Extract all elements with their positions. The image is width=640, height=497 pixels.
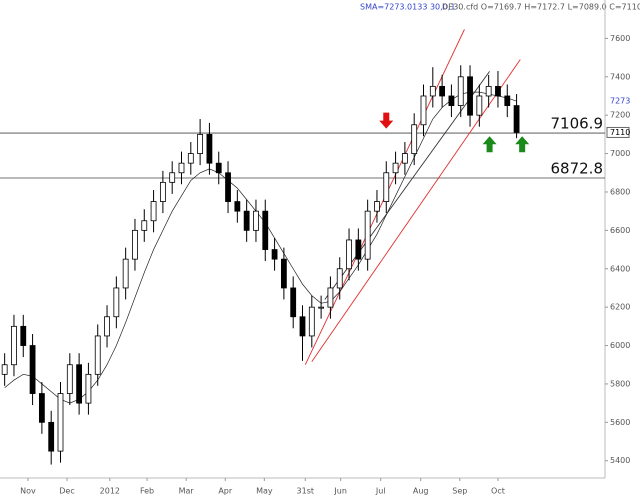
candle-body bbox=[20, 325, 27, 346]
x-tick-label: Nov bbox=[20, 487, 36, 496]
candle-body bbox=[1, 364, 8, 375]
level-label: 7106.9 bbox=[551, 115, 604, 133]
candle-body bbox=[253, 210, 259, 231]
chart-title: DE30.cfd O=7169.7 H=7172.7 L=7089.0 C=71… bbox=[442, 3, 640, 12]
candle-body bbox=[364, 210, 371, 260]
candle-body bbox=[280, 258, 287, 289]
candle-body bbox=[234, 201, 241, 212]
y-tick-label: 5800 bbox=[610, 379, 630, 388]
candle-body bbox=[411, 124, 418, 154]
candle-body bbox=[439, 85, 446, 97]
candle-body bbox=[290, 287, 297, 318]
candle-body bbox=[374, 201, 380, 212]
candle-body bbox=[187, 153, 194, 164]
candle-body bbox=[57, 393, 64, 452]
candle-body bbox=[308, 306, 315, 337]
candle-body bbox=[132, 229, 138, 260]
x-tick-label: Jul bbox=[375, 487, 386, 496]
candle-body bbox=[495, 85, 501, 97]
candle-body bbox=[429, 85, 436, 97]
y-tick-label: 5600 bbox=[610, 418, 630, 427]
candle-body bbox=[262, 210, 269, 250]
arrow bbox=[482, 136, 497, 153]
candle-body bbox=[85, 373, 92, 404]
trendline bbox=[324, 71, 490, 300]
x-tick-label: May bbox=[256, 487, 273, 496]
candle-body bbox=[159, 181, 166, 202]
price-marker-box bbox=[606, 126, 630, 138]
candle-body bbox=[420, 95, 427, 126]
y-tick-label: 6200 bbox=[610, 303, 630, 312]
candle-body bbox=[299, 316, 306, 337]
candle-body bbox=[225, 172, 231, 202]
trendline bbox=[311, 59, 521, 362]
sma-marker: 7273 bbox=[610, 97, 630, 106]
candle-body bbox=[122, 258, 129, 289]
candle-body bbox=[513, 105, 520, 133]
x-tick-label: Feb bbox=[140, 487, 154, 496]
candle-body bbox=[243, 210, 250, 231]
candle-body bbox=[150, 201, 157, 222]
y-tick-label: 7200 bbox=[610, 111, 630, 120]
candle-body bbox=[197, 133, 204, 154]
candle-body bbox=[38, 393, 45, 423]
x-tick-label: Apr bbox=[218, 487, 233, 496]
y-tick-label: 7000 bbox=[610, 149, 630, 158]
indicator-label: SMA=7273.0133 30,0,1 bbox=[360, 3, 455, 12]
candle-body bbox=[327, 287, 334, 308]
candle-body bbox=[485, 85, 492, 97]
candle-body bbox=[66, 364, 73, 394]
x-tick-label: Mar bbox=[179, 487, 195, 496]
y-tick-label: 6600 bbox=[610, 226, 630, 235]
y-tick-label: 6400 bbox=[610, 264, 630, 273]
arrow bbox=[379, 112, 394, 129]
x-tick-label: Jun bbox=[333, 487, 347, 496]
y-tick-label: 7400 bbox=[610, 72, 630, 81]
candle-body bbox=[467, 76, 473, 116]
x-tick-label: Sep bbox=[452, 487, 467, 496]
x-tick-label: 31st bbox=[297, 487, 314, 496]
candle-body bbox=[29, 345, 36, 394]
y-tick-label: 7600 bbox=[610, 34, 630, 43]
candle-body bbox=[94, 335, 101, 375]
candle-body bbox=[401, 153, 408, 164]
candle-body bbox=[169, 172, 176, 183]
candle-body bbox=[504, 95, 511, 106]
candle-body bbox=[215, 162, 222, 174]
candle-body bbox=[336, 268, 343, 289]
candle-body bbox=[392, 162, 399, 174]
x-tick-label: Oct bbox=[491, 487, 505, 496]
x-tick-label: Dec bbox=[59, 487, 74, 496]
candle-body bbox=[448, 95, 455, 106]
candle-body bbox=[178, 162, 185, 174]
candle-body bbox=[113, 287, 120, 318]
candle-body bbox=[206, 133, 213, 164]
x-tick-label: 2012 bbox=[100, 487, 120, 496]
candle-body bbox=[76, 364, 83, 404]
candle-body bbox=[48, 421, 55, 452]
candle-body bbox=[11, 325, 17, 366]
candle-body bbox=[318, 306, 325, 309]
y-tick-label: 5400 bbox=[610, 456, 630, 465]
candle-body bbox=[457, 76, 464, 106]
level-label: 6872.8 bbox=[551, 159, 604, 177]
candle-body bbox=[346, 239, 352, 270]
candle-body bbox=[355, 239, 362, 260]
candle-body bbox=[141, 220, 148, 231]
x-tick-label: Aug bbox=[413, 487, 429, 496]
price-marker: 7110 bbox=[610, 128, 630, 137]
candle-body bbox=[383, 172, 390, 202]
y-tick-label: 6800 bbox=[610, 187, 630, 196]
sma-line bbox=[4, 91, 517, 404]
y-tick-label: 6000 bbox=[610, 341, 630, 350]
candle-body bbox=[104, 316, 110, 337]
arrow bbox=[515, 136, 530, 153]
candle-body bbox=[476, 95, 483, 116]
candle-body bbox=[271, 249, 278, 260]
